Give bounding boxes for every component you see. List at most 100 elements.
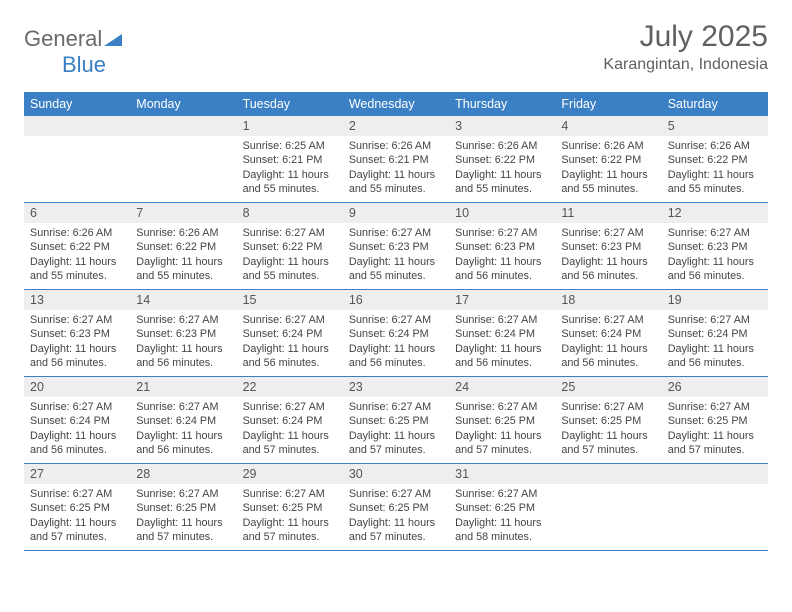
sunrise-text: Sunrise: 6:26 AM [136, 226, 230, 240]
day-info: Sunrise: 6:27 AMSunset: 6:23 PMDaylight:… [662, 223, 768, 283]
sunset-text: Sunset: 6:25 PM [136, 501, 230, 515]
daylight1-text: Daylight: 11 hours [668, 429, 762, 443]
day-info: Sunrise: 6:26 AMSunset: 6:22 PMDaylight:… [130, 223, 236, 283]
day-cell: 27Sunrise: 6:27 AMSunset: 6:25 PMDayligh… [24, 464, 130, 550]
sunset-text: Sunset: 6:23 PM [30, 327, 124, 341]
daylight2-text: and 57 minutes. [349, 530, 443, 544]
daylight2-text: and 56 minutes. [136, 356, 230, 370]
daylight2-text: and 57 minutes. [455, 443, 549, 457]
daylight2-text: and 56 minutes. [243, 356, 337, 370]
day-header: Monday [130, 92, 236, 116]
day-info: Sunrise: 6:27 AMSunset: 6:25 PMDaylight:… [449, 484, 555, 544]
daylight2-text: and 56 minutes. [30, 443, 124, 457]
empty-cell [130, 116, 236, 202]
day-header: Sunday [24, 92, 130, 116]
day-cell: 28Sunrise: 6:27 AMSunset: 6:25 PMDayligh… [130, 464, 236, 550]
daylight2-text: and 55 minutes. [30, 269, 124, 283]
empty-cell [24, 116, 130, 202]
day-cell: 31Sunrise: 6:27 AMSunset: 6:25 PMDayligh… [449, 464, 555, 550]
day-cell: 16Sunrise: 6:27 AMSunset: 6:24 PMDayligh… [343, 290, 449, 376]
month-title: July 2025 [603, 20, 768, 54]
day-number: 8 [237, 203, 343, 223]
day-cell: 25Sunrise: 6:27 AMSunset: 6:25 PMDayligh… [555, 377, 661, 463]
daylight2-text: and 56 minutes. [668, 356, 762, 370]
daylight2-text: and 55 minutes. [561, 182, 655, 196]
daylight2-text: and 55 minutes. [136, 269, 230, 283]
sunrise-text: Sunrise: 6:27 AM [30, 400, 124, 414]
sunrise-text: Sunrise: 6:27 AM [668, 400, 762, 414]
daylight1-text: Daylight: 11 hours [30, 342, 124, 356]
sunrise-text: Sunrise: 6:26 AM [668, 139, 762, 153]
week-row: 6Sunrise: 6:26 AMSunset: 6:22 PMDaylight… [24, 203, 768, 290]
sunrise-text: Sunrise: 6:27 AM [668, 226, 762, 240]
day-info: Sunrise: 6:27 AMSunset: 6:25 PMDaylight:… [343, 397, 449, 457]
sunset-text: Sunset: 6:22 PM [668, 153, 762, 167]
day-info: Sunrise: 6:27 AMSunset: 6:24 PMDaylight:… [662, 310, 768, 370]
daylight2-text: and 55 minutes. [349, 269, 443, 283]
sunset-text: Sunset: 6:25 PM [349, 501, 443, 515]
day-info: Sunrise: 6:27 AMSunset: 6:25 PMDaylight:… [662, 397, 768, 457]
day-number: 18 [555, 290, 661, 310]
sunset-text: Sunset: 6:23 PM [136, 327, 230, 341]
daylight1-text: Daylight: 11 hours [455, 429, 549, 443]
daylight1-text: Daylight: 11 hours [30, 429, 124, 443]
day-info: Sunrise: 6:25 AMSunset: 6:21 PMDaylight:… [237, 136, 343, 196]
day-cell: 20Sunrise: 6:27 AMSunset: 6:24 PMDayligh… [24, 377, 130, 463]
day-number: 17 [449, 290, 555, 310]
day-cell: 11Sunrise: 6:27 AMSunset: 6:23 PMDayligh… [555, 203, 661, 289]
daylight2-text: and 56 minutes. [561, 356, 655, 370]
day-header: Tuesday [237, 92, 343, 116]
title-block: July 2025 Karangintan, Indonesia [603, 20, 768, 74]
day-info: Sunrise: 6:27 AMSunset: 6:23 PMDaylight:… [24, 310, 130, 370]
day-number: 2 [343, 116, 449, 136]
sunrise-text: Sunrise: 6:27 AM [455, 400, 549, 414]
day-info: Sunrise: 6:27 AMSunset: 6:25 PMDaylight:… [237, 484, 343, 544]
daylight1-text: Daylight: 11 hours [349, 516, 443, 530]
daylight2-text: and 57 minutes. [30, 530, 124, 544]
day-cell: 19Sunrise: 6:27 AMSunset: 6:24 PMDayligh… [662, 290, 768, 376]
day-number [24, 116, 130, 136]
daylight1-text: Daylight: 11 hours [668, 168, 762, 182]
daylight2-text: and 56 minutes. [136, 443, 230, 457]
daylight2-text: and 55 minutes. [349, 182, 443, 196]
day-cell: 29Sunrise: 6:27 AMSunset: 6:25 PMDayligh… [237, 464, 343, 550]
sunset-text: Sunset: 6:24 PM [561, 327, 655, 341]
sunset-text: Sunset: 6:24 PM [349, 327, 443, 341]
sunset-text: Sunset: 6:22 PM [561, 153, 655, 167]
day-info: Sunrise: 6:26 AMSunset: 6:21 PMDaylight:… [343, 136, 449, 196]
sunrise-text: Sunrise: 6:27 AM [561, 226, 655, 240]
day-header: Saturday [662, 92, 768, 116]
sunset-text: Sunset: 6:21 PM [243, 153, 337, 167]
sunrise-text: Sunrise: 6:27 AM [455, 313, 549, 327]
page-header: General Blue July 2025 Karangintan, Indo… [24, 20, 768, 78]
sunrise-text: Sunrise: 6:27 AM [455, 487, 549, 501]
day-number [130, 116, 236, 136]
daylight2-text: and 57 minutes. [561, 443, 655, 457]
day-cell: 8Sunrise: 6:27 AMSunset: 6:22 PMDaylight… [237, 203, 343, 289]
daylight1-text: Daylight: 11 hours [243, 255, 337, 269]
sunrise-text: Sunrise: 6:27 AM [136, 313, 230, 327]
sunrise-text: Sunrise: 6:27 AM [561, 400, 655, 414]
daylight1-text: Daylight: 11 hours [455, 516, 549, 530]
sunrise-text: Sunrise: 6:27 AM [561, 313, 655, 327]
day-number: 16 [343, 290, 449, 310]
sunrise-text: Sunrise: 6:27 AM [668, 313, 762, 327]
day-info: Sunrise: 6:27 AMSunset: 6:25 PMDaylight:… [449, 397, 555, 457]
day-number: 15 [237, 290, 343, 310]
daylight2-text: and 56 minutes. [561, 269, 655, 283]
daylight2-text: and 56 minutes. [668, 269, 762, 283]
day-info: Sunrise: 6:27 AMSunset: 6:24 PMDaylight:… [24, 397, 130, 457]
weeks-container: 1Sunrise: 6:25 AMSunset: 6:21 PMDaylight… [24, 116, 768, 551]
daylight1-text: Daylight: 11 hours [243, 429, 337, 443]
day-info: Sunrise: 6:27 AMSunset: 6:25 PMDaylight:… [130, 484, 236, 544]
sunset-text: Sunset: 6:25 PM [30, 501, 124, 515]
sunset-text: Sunset: 6:22 PM [136, 240, 230, 254]
daylight1-text: Daylight: 11 hours [349, 429, 443, 443]
logo-triangle-icon [104, 26, 122, 52]
day-info: Sunrise: 6:27 AMSunset: 6:25 PMDaylight:… [555, 397, 661, 457]
day-number: 10 [449, 203, 555, 223]
week-row: 20Sunrise: 6:27 AMSunset: 6:24 PMDayligh… [24, 377, 768, 464]
sunset-text: Sunset: 6:24 PM [455, 327, 549, 341]
sunrise-text: Sunrise: 6:27 AM [455, 226, 549, 240]
sunset-text: Sunset: 6:22 PM [455, 153, 549, 167]
